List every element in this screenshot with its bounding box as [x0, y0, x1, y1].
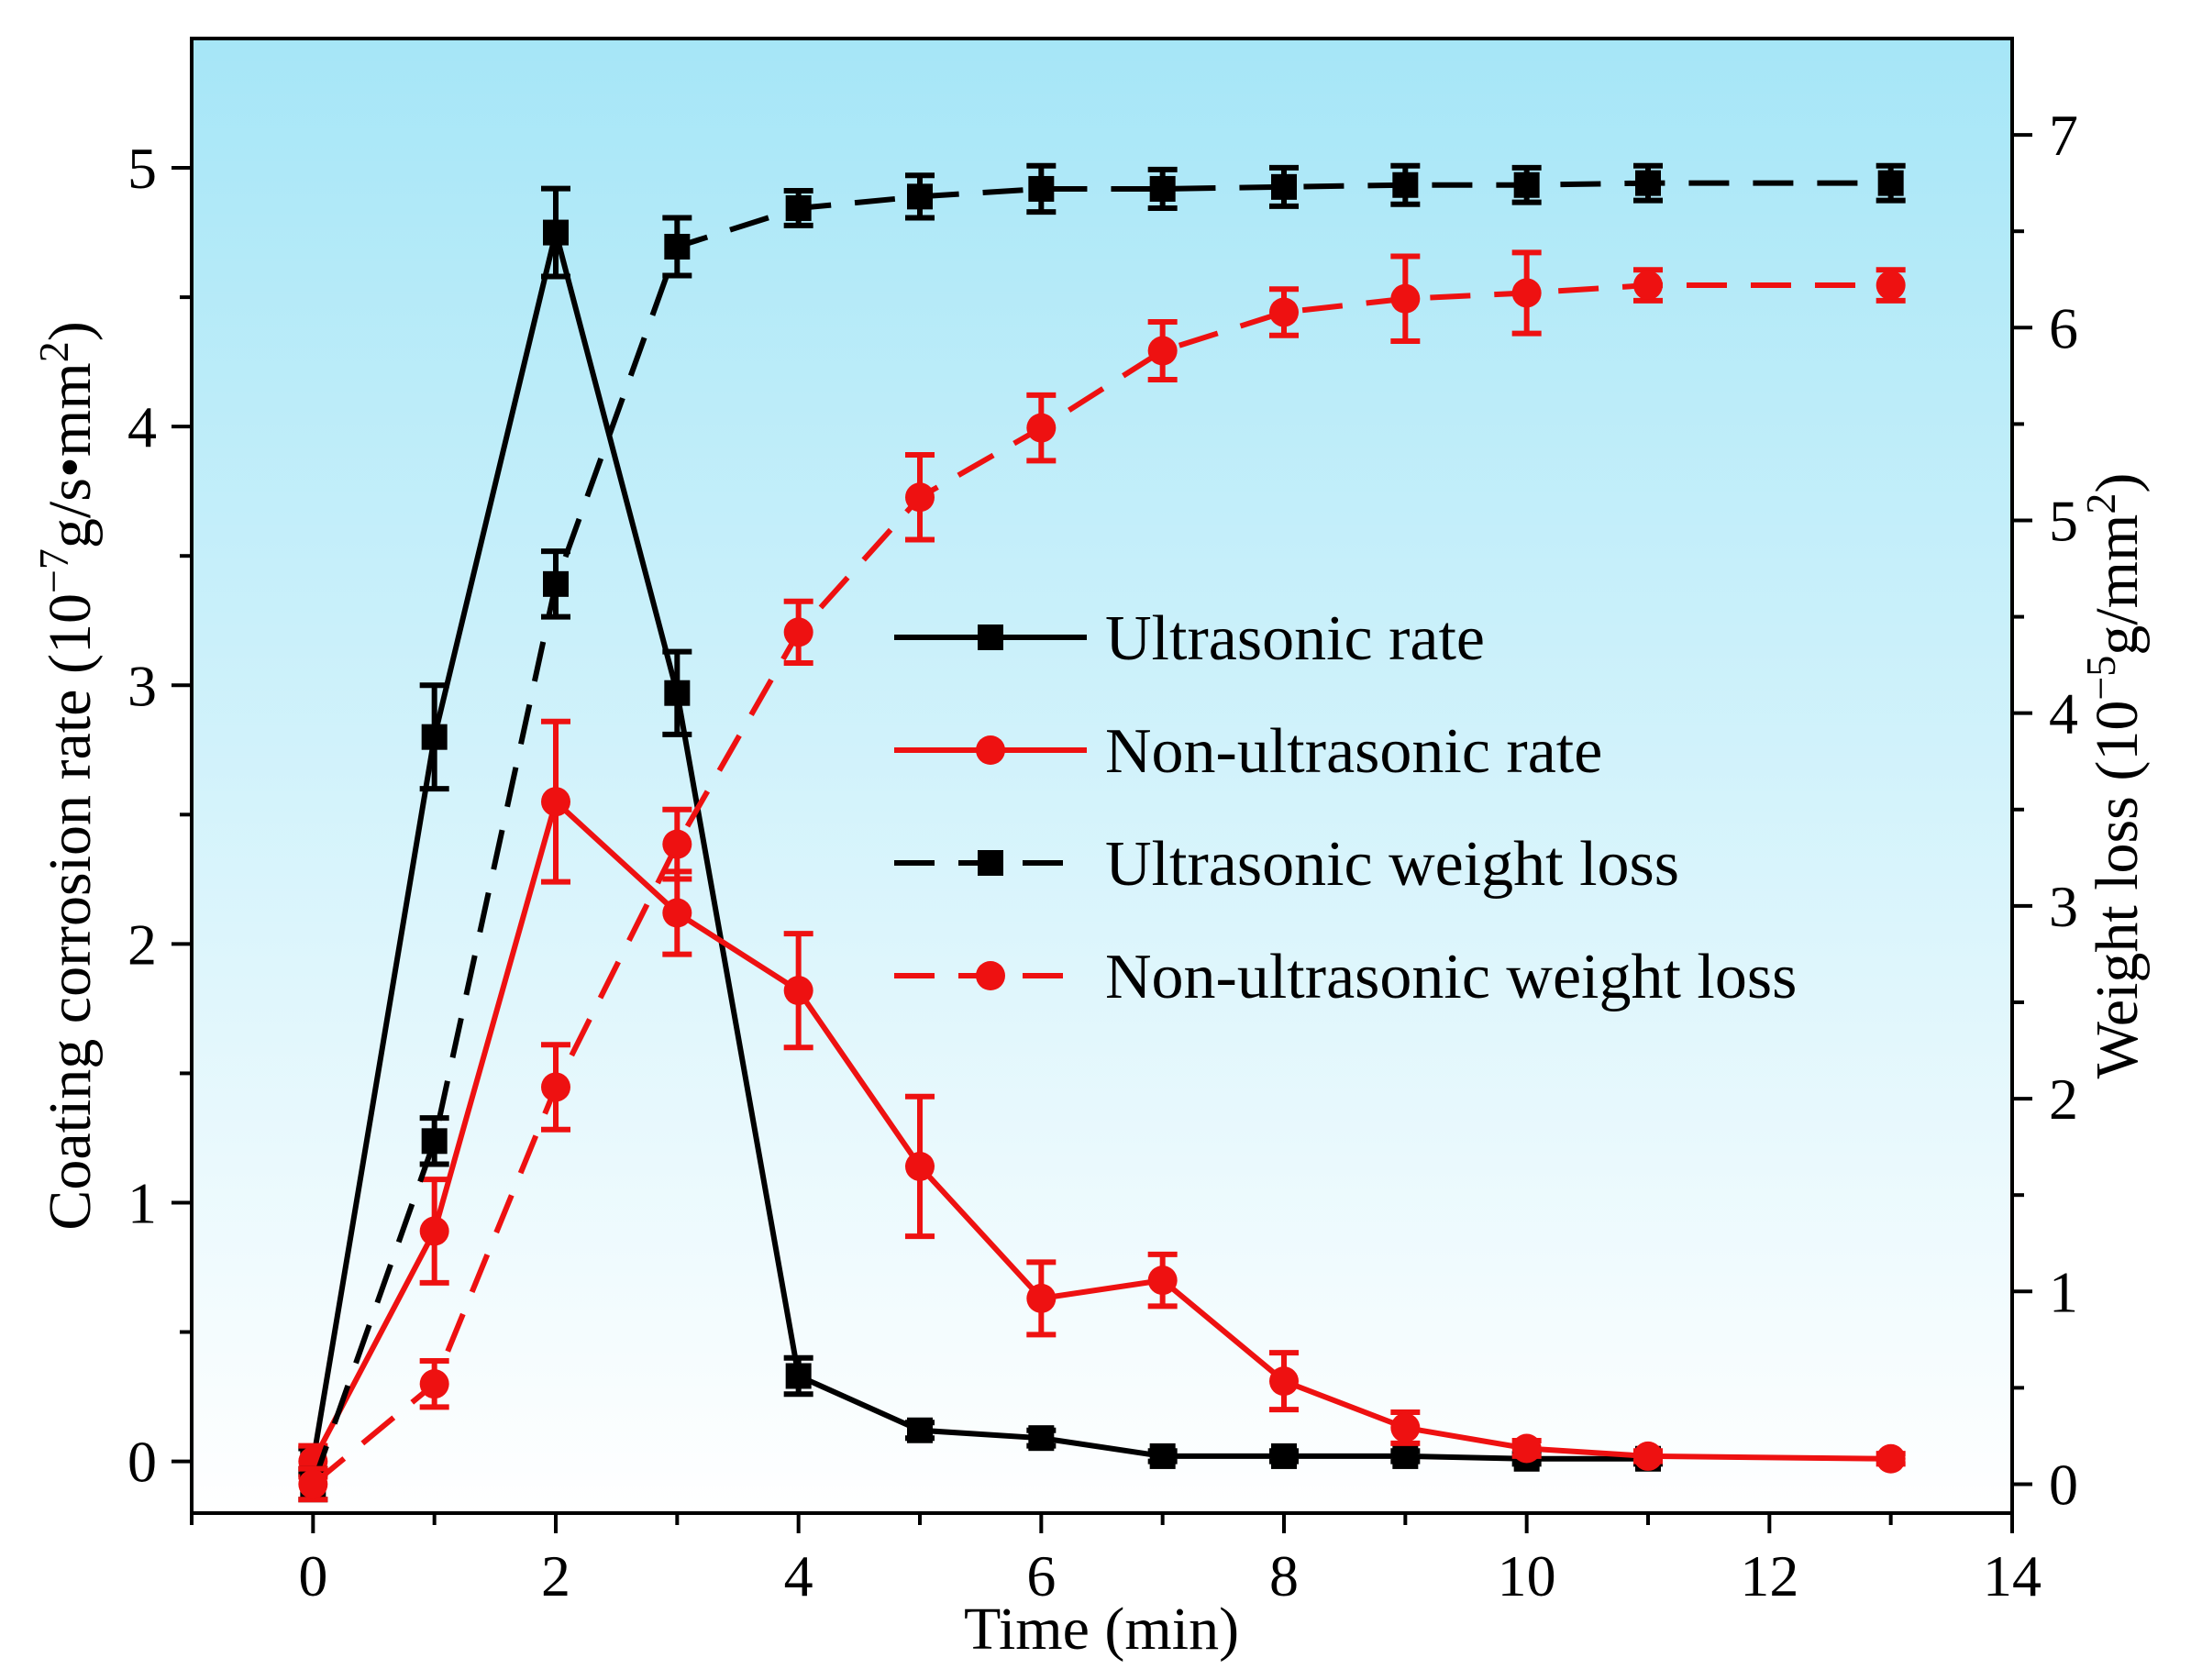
- data-point: [1635, 170, 1661, 196]
- series-1: [298, 718, 1906, 1480]
- data-point: [541, 787, 570, 817]
- data-point: [785, 194, 812, 221]
- legend-label: Non-ultrasonic rate: [1105, 716, 1602, 787]
- y-right-tick-label: 2: [2049, 1067, 2078, 1132]
- x-tick-label: 0: [298, 1543, 327, 1608]
- y-left-tick-label: 5: [127, 136, 157, 201]
- legend-label: Non-ultrasonic weight loss: [1105, 942, 1797, 1012]
- data-point: [783, 976, 813, 1006]
- y-left-tick-label: 1: [127, 1170, 157, 1235]
- data-point: [1876, 271, 1906, 301]
- data-point: [1877, 170, 1904, 196]
- data-point: [1876, 1443, 1906, 1474]
- y-right-tick-label: 0: [2049, 1452, 2078, 1517]
- data-point: [1149, 175, 1176, 202]
- data-point: [662, 898, 692, 928]
- y-right-tick-label: 6: [2049, 295, 2078, 360]
- plot-frame: [190, 37, 2014, 1515]
- data-point: [421, 1128, 448, 1155]
- legend-label: Ultrasonic rate: [1105, 603, 1485, 674]
- data-point: [1149, 1442, 1176, 1469]
- x-tick-label: 10: [1498, 1543, 1556, 1608]
- y-axis-right-title: Weight loss (10−5g/mm2): [2077, 473, 2151, 1079]
- data-point: [785, 1363, 812, 1389]
- y-left-tick-label: 0: [127, 1430, 157, 1495]
- data-point: [1028, 175, 1055, 202]
- legend-marker: [978, 624, 1003, 650]
- data-point: [298, 1469, 328, 1499]
- series-layer: [298, 162, 1906, 1503]
- data-point: [1271, 1442, 1297, 1469]
- series-line: [310, 229, 1648, 1463]
- x-tick-label: 4: [784, 1543, 813, 1608]
- data-point: [1511, 278, 1542, 308]
- data-point: [1392, 1442, 1419, 1469]
- legend: Ultrasonic rate Non-ultrasonic rate Ultras…: [894, 603, 1797, 1012]
- data-point: [541, 1072, 570, 1102]
- data-point: [1147, 336, 1178, 366]
- data-point: [1271, 173, 1297, 200]
- x-axis-title: Time (min): [964, 1596, 1239, 1663]
- y-right-tick-label: 1: [2049, 1259, 2078, 1324]
- data-point: [1026, 413, 1057, 443]
- data-point: [419, 1216, 449, 1246]
- data-point: [543, 570, 569, 597]
- legend-marker: [976, 735, 1005, 765]
- data-point: [1390, 283, 1421, 314]
- y-left-tick-label: 2: [127, 912, 157, 977]
- legend-marker: [978, 850, 1003, 876]
- data-point: [1633, 271, 1663, 301]
- y-left-tick-label: 3: [127, 653, 157, 718]
- x-tick-label: 8: [1269, 1543, 1299, 1608]
- x-tick-label: 2: [541, 1543, 570, 1608]
- data-point: [1513, 171, 1540, 198]
- data-point: [1390, 1412, 1421, 1442]
- data-point: [1633, 1441, 1663, 1471]
- data-point: [905, 482, 935, 513]
- data-point: [664, 680, 691, 706]
- y-right-tick-label: 7: [2049, 103, 2078, 168]
- x-tick-label: 6: [1026, 1543, 1056, 1608]
- data-point: [907, 183, 933, 210]
- y-right-tick-label: 3: [2049, 874, 2078, 939]
- data-point: [662, 829, 692, 859]
- y-left-tick-label: 4: [127, 394, 157, 459]
- data-point: [543, 219, 569, 246]
- data-point: [905, 1151, 935, 1181]
- y-right-tick-label: 5: [2049, 488, 2078, 553]
- x-tick-label: 14: [1983, 1543, 2042, 1608]
- data-point: [421, 724, 448, 750]
- data-point: [1269, 1366, 1299, 1397]
- data-point: [1511, 1433, 1542, 1464]
- y-right-tick-label: 4: [2049, 681, 2078, 746]
- data-point: [419, 1369, 449, 1399]
- data-point: [907, 1417, 933, 1443]
- data-point: [1147, 1266, 1178, 1296]
- y-axis-left-title: Coating corrosion rate (10−7g/s•mm2): [30, 321, 104, 1230]
- data-point: [1026, 1283, 1057, 1313]
- x-tick-label: 12: [1740, 1543, 1798, 1608]
- legend-label: Ultrasonic weight loss: [1105, 829, 1679, 900]
- data-point: [1028, 1425, 1055, 1452]
- data-point: [783, 617, 813, 647]
- legend-marker: [976, 961, 1005, 990]
- data-point: [664, 234, 691, 260]
- series-3: [298, 249, 1906, 1503]
- data-point: [1269, 297, 1299, 327]
- data-point: [1392, 171, 1419, 198]
